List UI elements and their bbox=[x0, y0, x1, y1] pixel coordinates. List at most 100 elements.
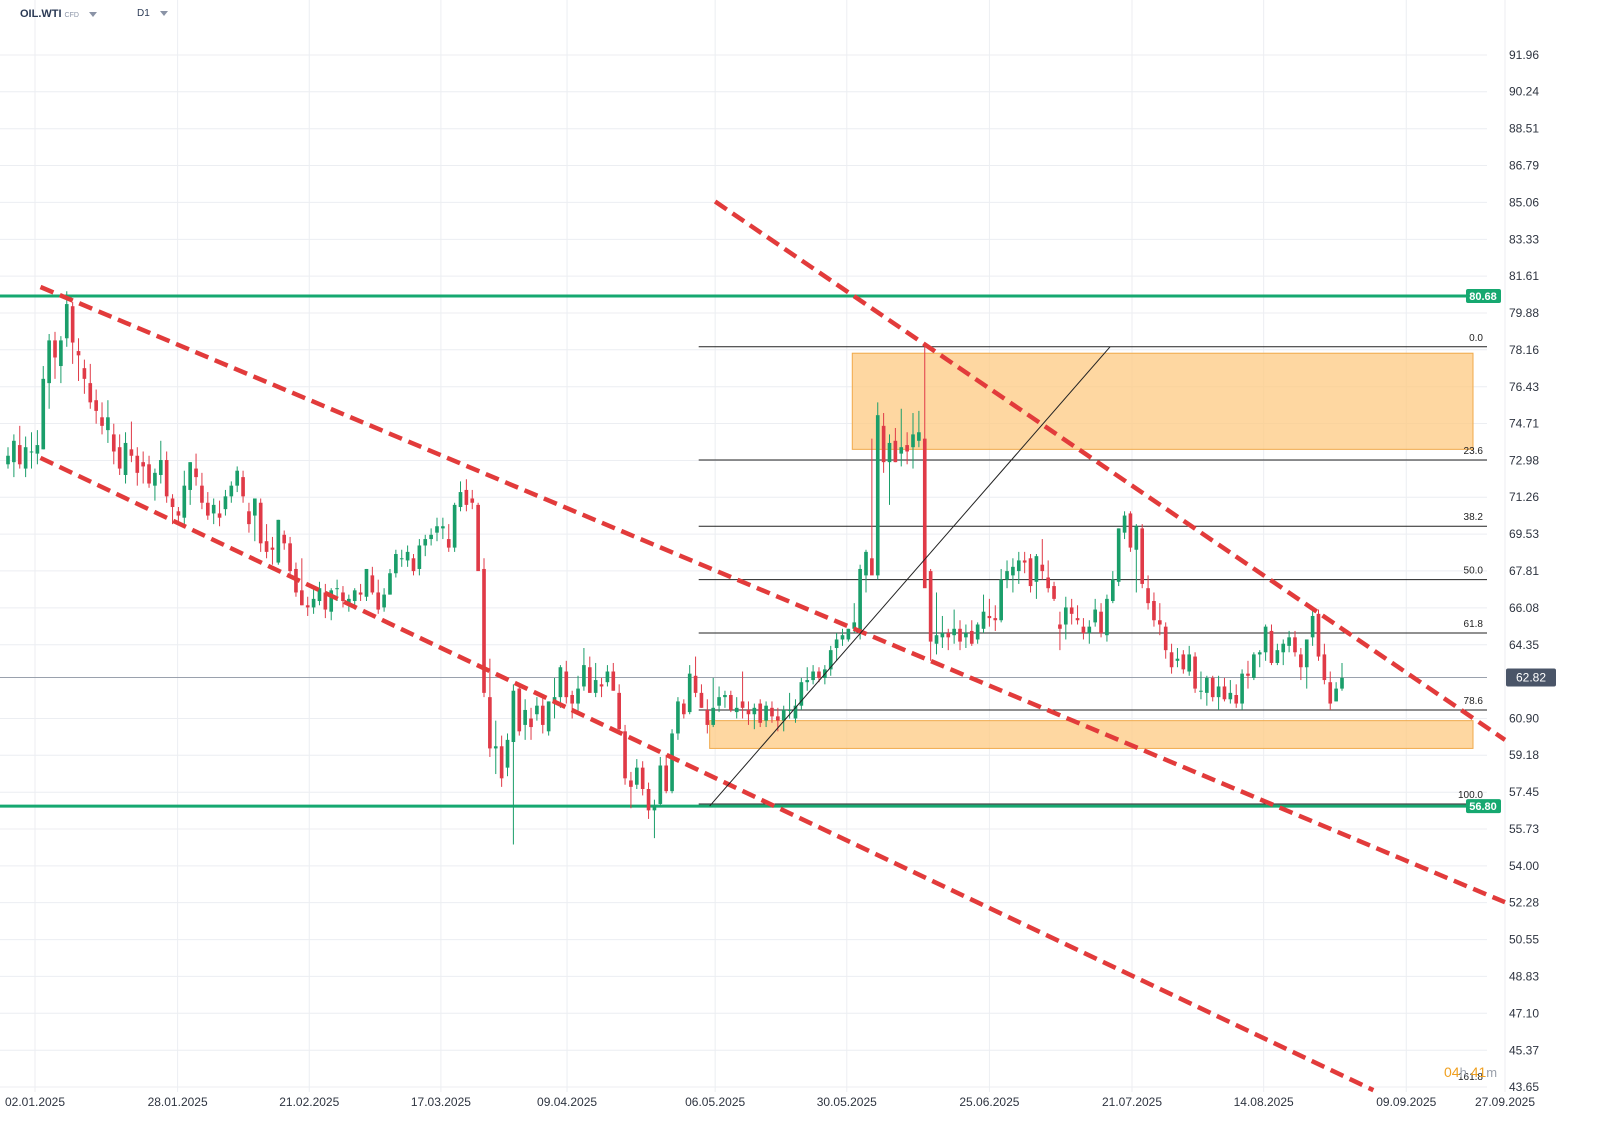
candle-body bbox=[646, 788, 651, 811]
candle-body bbox=[811, 671, 815, 681]
candle-body bbox=[329, 590, 334, 612]
candle-body bbox=[899, 447, 904, 454]
candle-body bbox=[629, 780, 633, 787]
candle-body bbox=[235, 470, 240, 486]
thin-trendline bbox=[709, 346, 1111, 807]
fibonacci-levels: 0.0 23.6 38.2 50.0 61.8 78.6 100.0 161.8 bbox=[698, 333, 1487, 1083]
y-tick-label: 81.61 bbox=[1509, 269, 1539, 283]
candle-body bbox=[1199, 690, 1203, 692]
candle-body bbox=[1299, 654, 1303, 668]
candle-body bbox=[1275, 650, 1280, 663]
candle-body bbox=[723, 695, 727, 698]
candle-body bbox=[1069, 607, 1074, 614]
candle-body bbox=[776, 716, 780, 721]
candle-body bbox=[229, 485, 234, 497]
candle-body bbox=[558, 667, 563, 698]
x-tick-label: 30.05.2025 bbox=[817, 1095, 877, 1109]
last-price-tag bbox=[1506, 668, 1556, 687]
candle-body bbox=[441, 526, 445, 529]
candle-body bbox=[1316, 613, 1321, 657]
candle-body bbox=[664, 765, 669, 792]
candle-body bbox=[1193, 656, 1197, 689]
candle-body bbox=[1140, 528, 1145, 584]
candle-body bbox=[505, 739, 510, 768]
fib-label: 0.0 bbox=[1469, 333, 1483, 344]
candle-body bbox=[23, 447, 28, 469]
candle-body bbox=[987, 615, 992, 619]
y-tick-label: 74.71 bbox=[1509, 416, 1539, 430]
x-tick-label: 17.03.2025 bbox=[411, 1095, 471, 1109]
candle-body bbox=[47, 340, 51, 384]
candle-body bbox=[981, 611, 986, 629]
candle-body bbox=[576, 688, 580, 704]
candle-body bbox=[176, 511, 181, 516]
x-tick-label: 06.05.2025 bbox=[685, 1095, 745, 1109]
candle-body bbox=[1281, 643, 1286, 653]
candle-body bbox=[964, 633, 968, 638]
candle-body bbox=[670, 733, 674, 792]
candle-body bbox=[364, 568, 369, 597]
candle-body bbox=[1169, 652, 1174, 668]
timeframe-selector[interactable]: D1 bbox=[137, 8, 168, 19]
candle-body bbox=[546, 701, 551, 732]
candle-body bbox=[252, 498, 257, 516]
candle-body bbox=[717, 697, 721, 706]
level-tag bbox=[1466, 288, 1501, 303]
candle-body bbox=[123, 442, 128, 475]
candle-body bbox=[399, 558, 404, 560]
time-axis: 02.01.2025 28.01.2025 21.02.2025 17.03.2025… bbox=[5, 1095, 1535, 1109]
y-tick-label: 83.33 bbox=[1509, 232, 1539, 246]
candle-body bbox=[1122, 515, 1127, 533]
candle-body bbox=[852, 622, 857, 629]
y-tick-label: 86.79 bbox=[1509, 158, 1539, 172]
candle-body bbox=[1134, 526, 1139, 550]
level-tag-label: 80.68 bbox=[1469, 291, 1497, 303]
candle-body bbox=[388, 573, 392, 595]
candle-body bbox=[922, 438, 927, 589]
x-tick-label: 09.04.2025 bbox=[537, 1095, 597, 1109]
candle-body bbox=[940, 633, 945, 638]
candle-body bbox=[711, 707, 716, 725]
y-tick-label: 72.98 bbox=[1509, 453, 1539, 467]
x-tick-label: 21.02.2025 bbox=[279, 1095, 339, 1109]
candle-body bbox=[729, 695, 733, 710]
candle-body bbox=[1075, 618, 1080, 621]
candle-body bbox=[1310, 615, 1315, 638]
candle-body bbox=[405, 551, 410, 561]
candle-body bbox=[141, 462, 145, 467]
candle-body bbox=[1152, 601, 1156, 621]
candle-body bbox=[893, 440, 898, 463]
candle-body bbox=[300, 590, 304, 606]
symbol-selector[interactable]: OIL.WTI CFD bbox=[20, 8, 97, 20]
y-tick-label: 64.35 bbox=[1509, 638, 1539, 652]
candle-body bbox=[188, 462, 192, 490]
candle-body bbox=[305, 605, 310, 608]
candle-body bbox=[1263, 626, 1268, 653]
candle-body bbox=[793, 705, 798, 719]
candle-body bbox=[946, 633, 951, 638]
candle-body bbox=[76, 351, 81, 356]
candle-body bbox=[1058, 624, 1062, 629]
candle-body bbox=[435, 526, 439, 533]
candle-body bbox=[593, 680, 598, 693]
candle-body bbox=[205, 502, 210, 516]
candle-body bbox=[394, 554, 398, 574]
candle-body bbox=[570, 695, 574, 704]
y-tick-label: 78.16 bbox=[1509, 343, 1539, 357]
last-price-label: 62.82 bbox=[1516, 670, 1546, 684]
candle-body bbox=[1011, 566, 1015, 576]
candle-body bbox=[658, 765, 663, 804]
candle-body bbox=[158, 460, 163, 475]
candle-body bbox=[335, 588, 339, 590]
y-tick-label: 50.55 bbox=[1509, 933, 1539, 947]
candle-body bbox=[194, 468, 198, 478]
candle-body bbox=[247, 511, 251, 525]
candle-body bbox=[1334, 688, 1338, 702]
candle-body bbox=[59, 340, 63, 367]
candle-body bbox=[599, 684, 604, 687]
y-tick-label: 71.26 bbox=[1509, 490, 1539, 504]
candle-body bbox=[499, 746, 504, 779]
y-tick-label: 66.08 bbox=[1509, 601, 1539, 615]
candle-body bbox=[752, 707, 757, 715]
